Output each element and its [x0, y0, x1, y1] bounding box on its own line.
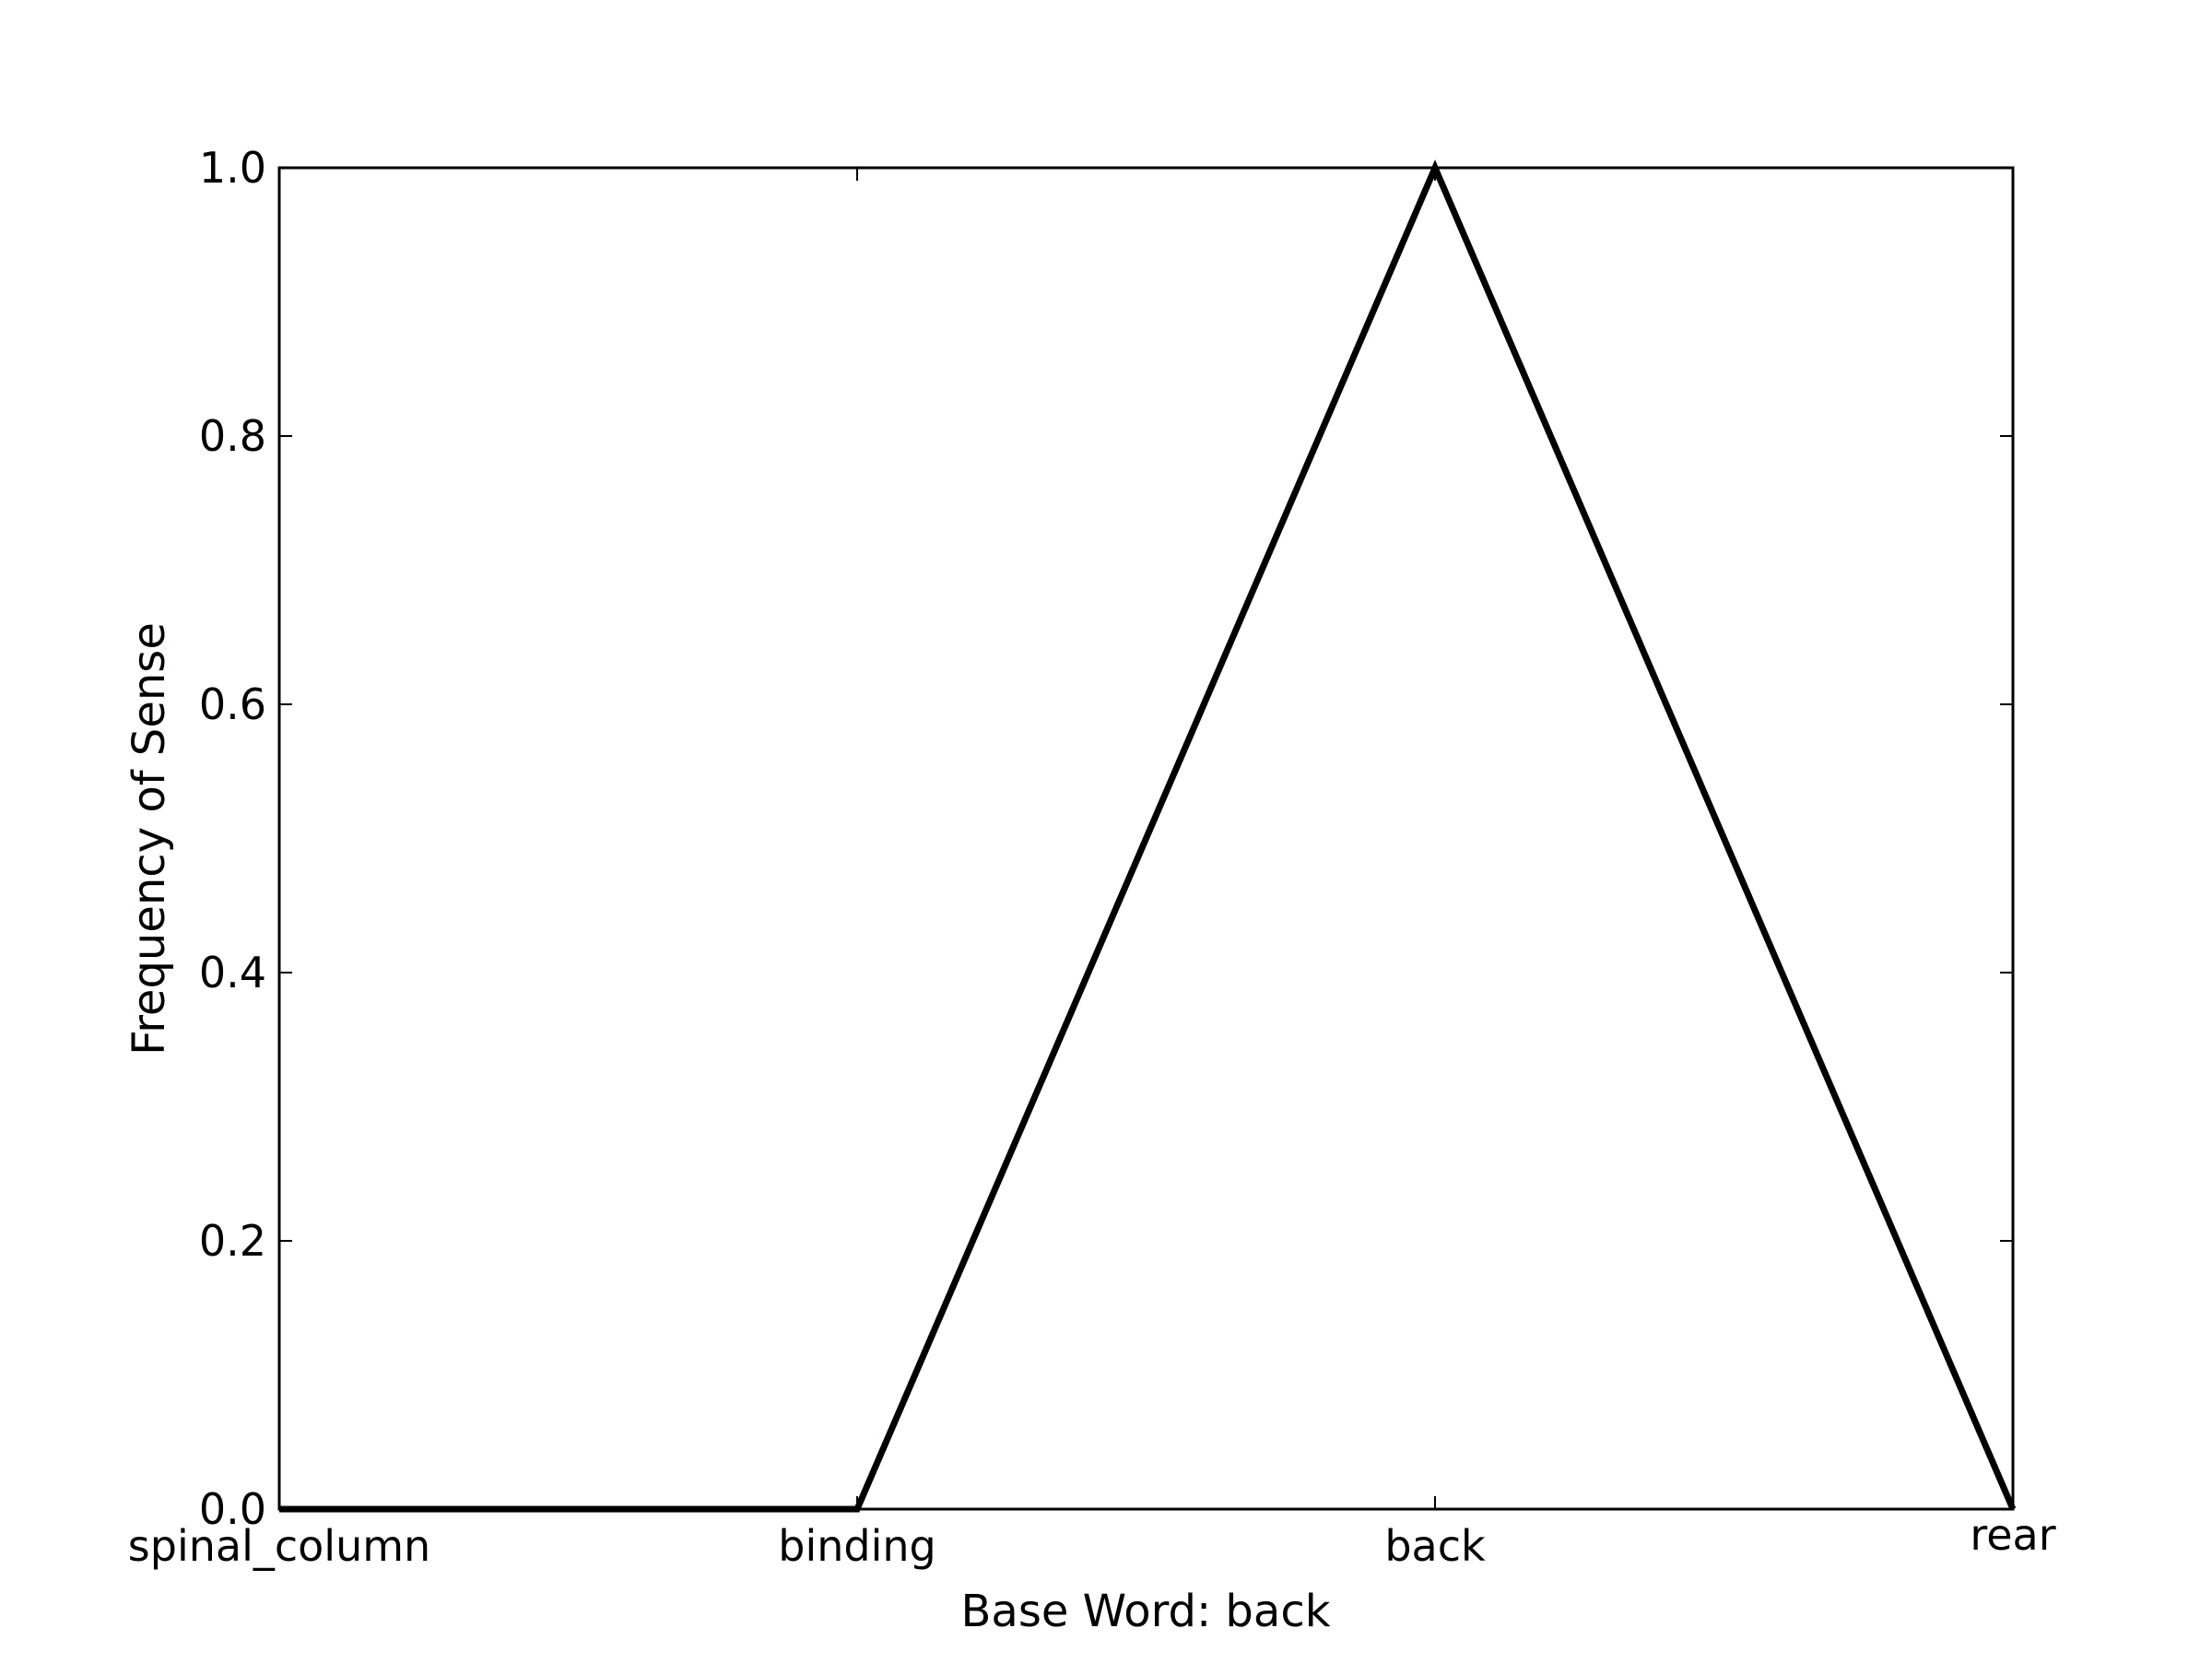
y-tick-labels: 0.0 0.2 0.4 0.6 0.8 1.0 [199, 143, 266, 1534]
x-tick-label: rear [1970, 1510, 2055, 1560]
y-tick-label: 1.0 [199, 143, 266, 193]
y-tick-label: 0.8 [199, 411, 266, 461]
x-tick-label: spinal_column [128, 1521, 430, 1571]
x-axis-label: Base Word: back [960, 1586, 1330, 1637]
y-tick-label: 0.0 [199, 1484, 266, 1534]
x-tick-label: binding [778, 1521, 935, 1571]
y-tick-label: 0.4 [199, 948, 266, 997]
plot-frame [277, 166, 2015, 1511]
y-axis-label: Frequency of Sense [124, 622, 175, 1056]
x-tick-label: back [1384, 1521, 1486, 1571]
y-tick-label: 0.6 [199, 679, 266, 729]
y-tick-label: 0.2 [199, 1216, 266, 1266]
x-tick-labels: spinal_column binding back rear [128, 1510, 2056, 1571]
